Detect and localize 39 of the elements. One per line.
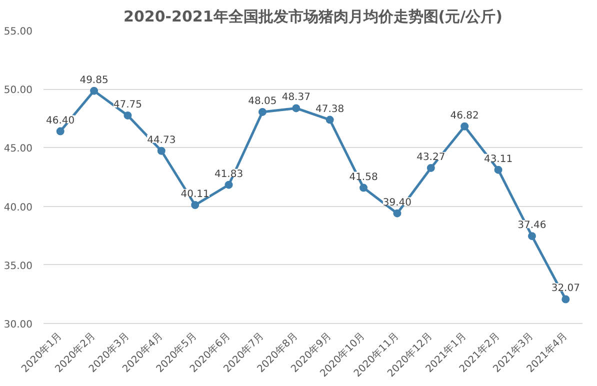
- point: [56, 127, 64, 136]
- data-label: 48.05: [248, 96, 277, 107]
- point: [393, 209, 402, 218]
- point: [494, 166, 502, 174]
- data-label: 37.46: [518, 220, 546, 232]
- point: [360, 184, 368, 192]
- data-label: 41.58: [349, 172, 378, 183]
- point: [224, 180, 233, 189]
- data-label: 46.82: [450, 110, 479, 122]
- point: [157, 146, 166, 155]
- data-label: 46.40: [46, 115, 75, 126]
- y-tick-label: 35.00: [4, 260, 33, 272]
- y-tick-label: 30.00: [4, 320, 33, 330]
- y-tick-label: 50.00: [4, 85, 33, 96]
- point: [460, 122, 469, 130]
- chart-title: 2020-2021年全国批发市场猪肉月均价走势图(元/公斤): [124, 8, 502, 26]
- point: [562, 295, 570, 304]
- point: [426, 164, 435, 172]
- data-label: 47.75: [113, 99, 142, 110]
- data-label: 47.38: [316, 104, 344, 115]
- point: [528, 232, 536, 240]
- y-tick-label: 40.00: [4, 202, 33, 214]
- y-tick-label: 45.00: [4, 144, 33, 155]
- data-label: 39.40: [382, 197, 412, 208]
- data-label: 44.73: [147, 134, 176, 146]
- point: [258, 108, 266, 116]
- y-tick-label: 55.00: [4, 26, 33, 38]
- data-label: 43.27: [416, 152, 446, 163]
- point: [292, 104, 300, 112]
- data-label: 40.11: [180, 189, 210, 200]
- data-label: 32.07: [551, 283, 580, 294]
- data-label: 43.11: [484, 154, 513, 165]
- point: [124, 111, 132, 120]
- data-label: 48.37: [282, 92, 310, 104]
- point: [326, 116, 334, 124]
- data-label: 41.83: [214, 168, 244, 180]
- point: [90, 86, 98, 95]
- point: [191, 201, 200, 210]
- data-label: 49.85: [80, 74, 108, 86]
